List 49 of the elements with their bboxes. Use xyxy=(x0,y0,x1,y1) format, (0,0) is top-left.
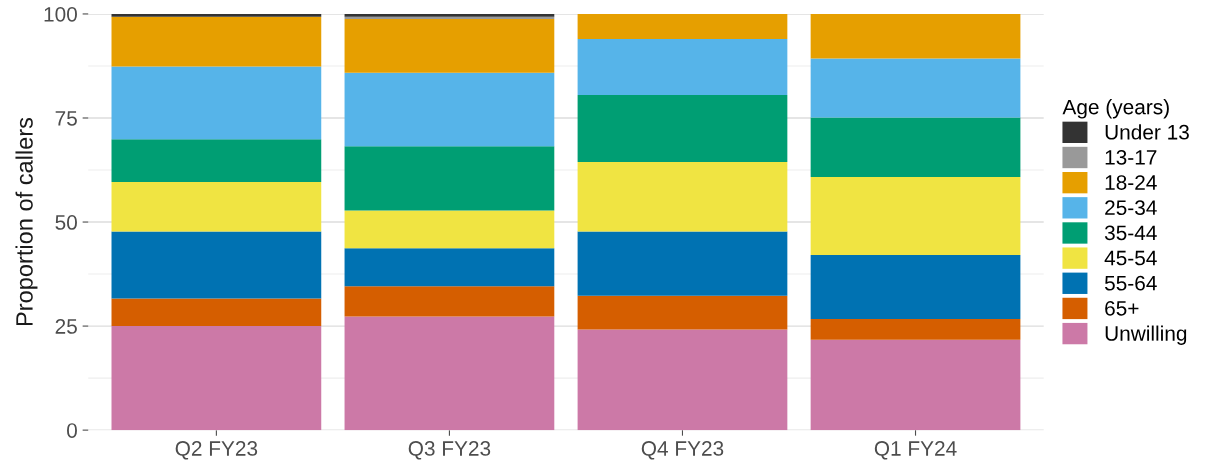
bar xyxy=(810,13,1021,59)
y-tick-label: 25 xyxy=(55,319,77,334)
bar xyxy=(810,58,1021,118)
legend-label: Under 13 xyxy=(1105,124,1189,140)
legend-label: 35-44 xyxy=(1104,225,1157,241)
bar xyxy=(577,38,788,96)
bar xyxy=(577,95,788,163)
bar xyxy=(810,177,1021,255)
y-tick-label: 75 xyxy=(55,111,77,126)
bar xyxy=(111,139,322,183)
legend-label: 55-64 xyxy=(1104,275,1157,291)
legend-label: 25-34 xyxy=(1105,200,1157,216)
bar xyxy=(344,72,555,147)
bar xyxy=(111,66,322,140)
y-tick-label: 100 xyxy=(44,6,77,22)
y-tick-label: 50 xyxy=(55,215,77,230)
bar xyxy=(111,326,322,431)
bar xyxy=(810,339,1021,431)
legend-title: Age (years) xyxy=(1062,99,1169,119)
bar xyxy=(810,254,1021,320)
legend-label: 13-17 xyxy=(1105,149,1157,165)
bar xyxy=(577,295,788,330)
y-tick-label: 0 xyxy=(67,423,77,438)
bar xyxy=(810,319,1021,340)
x-tick-label: Q4 FY23 xyxy=(641,441,724,460)
bar xyxy=(577,13,788,39)
bar xyxy=(111,298,322,327)
legend-label: 65+ xyxy=(1105,300,1139,316)
bar xyxy=(111,182,322,232)
y-axis-title: Proportion of callers xyxy=(15,117,38,326)
legend-label: Unwilling xyxy=(1105,325,1187,345)
bar xyxy=(344,316,555,431)
bar xyxy=(111,13,322,17)
bar xyxy=(111,231,322,299)
bar xyxy=(810,117,1021,178)
x-tick-label: Q3 FY23 xyxy=(408,441,491,460)
bar xyxy=(344,146,555,211)
bar xyxy=(577,162,788,232)
bar xyxy=(344,286,555,317)
bar xyxy=(344,248,555,287)
bar xyxy=(344,210,555,249)
x-tick-label: Q2 FY23 xyxy=(175,441,258,460)
legend-label: 45-54 xyxy=(1104,250,1157,266)
bar xyxy=(577,329,788,431)
bar xyxy=(111,16,322,67)
bar xyxy=(344,18,555,73)
x-tick-label: Q1 FY24 xyxy=(874,441,957,460)
legend-label: 18-24 xyxy=(1105,175,1157,190)
bar xyxy=(577,231,788,296)
